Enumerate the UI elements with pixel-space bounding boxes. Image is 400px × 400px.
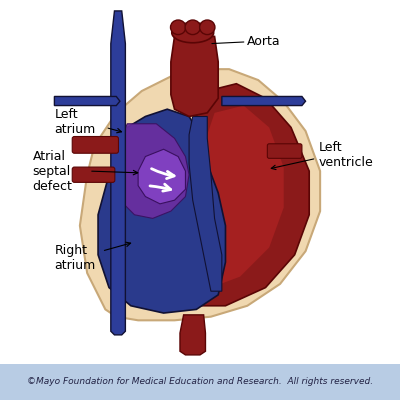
Polygon shape <box>98 109 226 313</box>
Polygon shape <box>80 69 320 320</box>
Text: ©Mayo Foundation for Medical Education and Research.  All rights reserved.: ©Mayo Foundation for Medical Education a… <box>27 378 373 386</box>
FancyBboxPatch shape <box>72 167 115 182</box>
Polygon shape <box>171 36 218 116</box>
Polygon shape <box>193 106 284 288</box>
Text: Aorta: Aorta <box>247 35 281 48</box>
FancyBboxPatch shape <box>267 144 302 158</box>
Ellipse shape <box>185 20 200 34</box>
Ellipse shape <box>200 20 215 34</box>
Polygon shape <box>222 96 306 106</box>
Polygon shape <box>189 116 222 291</box>
Polygon shape <box>178 84 309 306</box>
Polygon shape <box>54 96 120 106</box>
Text: Right
atrium: Right atrium <box>54 244 96 272</box>
Polygon shape <box>116 124 189 218</box>
Text: Left
atrium: Left atrium <box>54 108 96 136</box>
Text: Left
ventricle: Left ventricle <box>318 141 373 169</box>
Polygon shape <box>138 149 186 204</box>
Polygon shape <box>180 315 206 355</box>
Ellipse shape <box>170 20 186 34</box>
Ellipse shape <box>172 23 214 43</box>
FancyBboxPatch shape <box>72 136 118 153</box>
Text: Atrial
septal
defect: Atrial septal defect <box>32 150 72 192</box>
Polygon shape <box>111 11 125 335</box>
